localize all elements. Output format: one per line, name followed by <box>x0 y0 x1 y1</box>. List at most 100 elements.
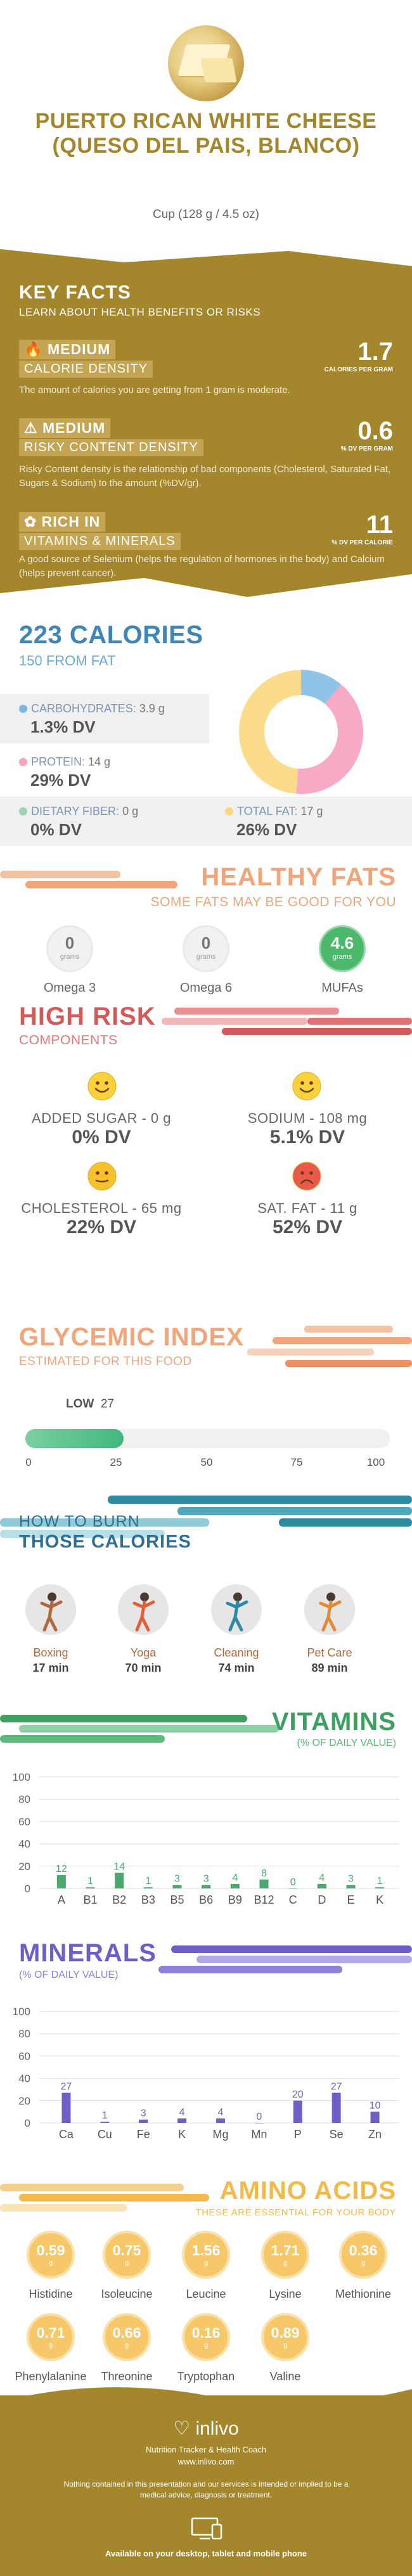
category-label: P <box>294 2128 302 2141</box>
category-label: E <box>347 1894 354 1906</box>
fact-vitamins-unit: % DV PER CALORIE <box>332 539 393 546</box>
amino-name: Phenylalanine <box>15 2370 87 2383</box>
cleaning-icon <box>211 1584 262 1635</box>
bar-value-label: 4 <box>179 2107 185 2118</box>
bar-B9 <box>230 1883 240 1888</box>
category-label: Cu <box>98 2128 112 2141</box>
amino-name: Lysine <box>269 2288 302 2300</box>
high-risk-subtitle: COMPONENTS <box>19 1033 118 1048</box>
bar-value-label: 20 <box>292 2089 304 2100</box>
minerals-title: MINERALS <box>19 1939 157 1967</box>
amino-name: Isoleucine <box>101 2288 153 2300</box>
bar-value-label: 27 <box>331 2081 342 2092</box>
bar-P <box>293 2100 302 2123</box>
amino-circle: 0.89 g <box>261 2313 309 2361</box>
category-label: B2 <box>112 1894 126 1906</box>
amino-circle: 0.59 g <box>27 2231 75 2279</box>
amino-stripes <box>0 2184 209 2212</box>
sodium-label: SODIUM - 108 mg <box>247 1110 368 1126</box>
bar-value-label: 1 <box>145 1876 151 1887</box>
bar-value-label: 27 <box>61 2081 72 2092</box>
bar-B3 <box>143 1887 153 1888</box>
category-label: B12 <box>254 1894 274 1906</box>
cholesterol-label: CHOLESTEROL - 65 mg <box>21 1200 182 1216</box>
burn-title-1: HOW TO BURN <box>19 1513 140 1530</box>
carbs-dv: 1.3% DV <box>30 717 96 736</box>
category-label: Mn <box>251 2128 267 2141</box>
key-facts-title: KEY FACTS <box>19 282 131 303</box>
burn-activity-time: 17 min <box>32 1662 69 1674</box>
amino-circle: 0.66 g <box>103 2313 151 2361</box>
bar-Ca <box>61 2092 71 2123</box>
amino-circle: 0.71 g <box>27 2313 75 2361</box>
healthy-fats-title: HEALTHY FATS <box>201 863 396 891</box>
fat-label: TOTAL FAT: 17 g <box>225 805 323 818</box>
boxing-icon <box>25 1584 76 1635</box>
vitamins-title: VITAMINS <box>271 1708 396 1736</box>
fact-vitamins-value: 11 <box>366 511 393 539</box>
category-label: C <box>289 1894 297 1906</box>
donut-slice-protein <box>296 684 363 794</box>
flame-icon: 🔥 <box>24 341 43 357</box>
fact-calorie-density-desc: The amount of calories you are getting f… <box>19 385 290 395</box>
amino-circle: 0.36 g <box>339 2231 387 2279</box>
omega6-label: Omega 6 <box>179 981 233 995</box>
fact-vitamins-desc: A good source of Selenium (helps the reg… <box>19 554 385 579</box>
cheese-photo <box>168 25 244 101</box>
bar-Zn <box>370 2111 380 2123</box>
glycemic-level: LOW 27 <box>66 1397 115 1411</box>
bar-value-label: 10 <box>370 2100 381 2111</box>
bar-value-label: 1 <box>87 1876 93 1887</box>
burn-stripes <box>0 1496 412 1538</box>
footer <box>0 2395 412 2576</box>
healthy-fats-stripe <box>0 871 177 888</box>
glycemic-stripes <box>247 1326 412 1367</box>
amino-name: Leucine <box>186 2288 226 2300</box>
bar-B1 <box>86 1887 95 1888</box>
omega3-circle: 0 grams <box>46 925 93 972</box>
amino-name: Methionine <box>335 2288 392 2300</box>
category-label: Fe <box>137 2128 150 2141</box>
carbs-row <box>0 694 209 743</box>
glycemic-tick: 25 <box>110 1456 122 1468</box>
glycemic-tick: 0 <box>25 1456 32 1468</box>
burn-title-2: THOSE CALORIES <box>19 1532 191 1552</box>
footer-disclaimer: Nothing contained in this presentation a… <box>63 2480 349 2500</box>
y-tick-label: 100 <box>13 2006 30 2018</box>
burn-activity-time: 89 min <box>311 1662 348 1674</box>
bar-value-label: 12 <box>56 1864 67 1874</box>
amino-name: Threonine <box>101 2370 153 2383</box>
amino-circle: 0.75 g <box>103 2231 151 2279</box>
y-tick-label: 0 <box>25 2117 30 2129</box>
sad-face-icon <box>292 1162 321 1191</box>
mufas-label: MUFAs <box>321 981 363 995</box>
sat-fat-dv: 52% DV <box>272 1217 343 1238</box>
bar-value-label: 8 <box>261 1868 267 1879</box>
happy-face-icon <box>292 1072 321 1101</box>
category-label: B9 <box>228 1894 242 1906</box>
protein-label: PROTEIN: 14 g <box>19 755 110 769</box>
category-label: K <box>178 2128 186 2141</box>
bar-value-label: 1 <box>377 1876 383 1887</box>
bar-value-label: 1 <box>102 2110 108 2121</box>
footer-platforms: Available on your desktop, tablet and mo… <box>105 2549 307 2558</box>
bar-Fe <box>139 2119 148 2123</box>
calories-from-fat: 150 FROM FAT <box>19 653 116 669</box>
fact-risky-density-value: 0.6 <box>357 417 393 445</box>
category-label: Zn <box>368 2128 382 2141</box>
leaf-icon: ✿ <box>24 513 37 530</box>
bar-value-label: 3 <box>348 1874 354 1885</box>
calorie-donut-chart <box>239 670 363 794</box>
bar-B2 <box>115 1873 124 1888</box>
y-tick-label: 0 <box>25 1883 30 1895</box>
bar-E <box>346 1885 356 1888</box>
burn-activity-name: Boxing <box>33 1646 68 1659</box>
vitamins-bar-chart: 10080604020012A1B114B21B33B53B64B98B120C… <box>13 1771 399 1906</box>
bar-value-label: 0 <box>290 1877 296 1888</box>
minerals-bar-chart: 100 80 60 40 20 0 27 Ca 1 Cu 3 Fe 4 K 4 Mg 0 Mn 20 P 27 Se 10 Z… <box>13 2006 399 2141</box>
y-tick-label: 80 <box>18 2028 30 2040</box>
footer-url[interactable]: www.inlivo.com <box>177 2457 235 2466</box>
bar-value-label: 4 <box>218 2107 224 2118</box>
glycemic-subtitle: ESTIMATED FOR THIS FOOD <box>19 1355 192 1368</box>
happy-face-icon <box>87 1072 117 1101</box>
